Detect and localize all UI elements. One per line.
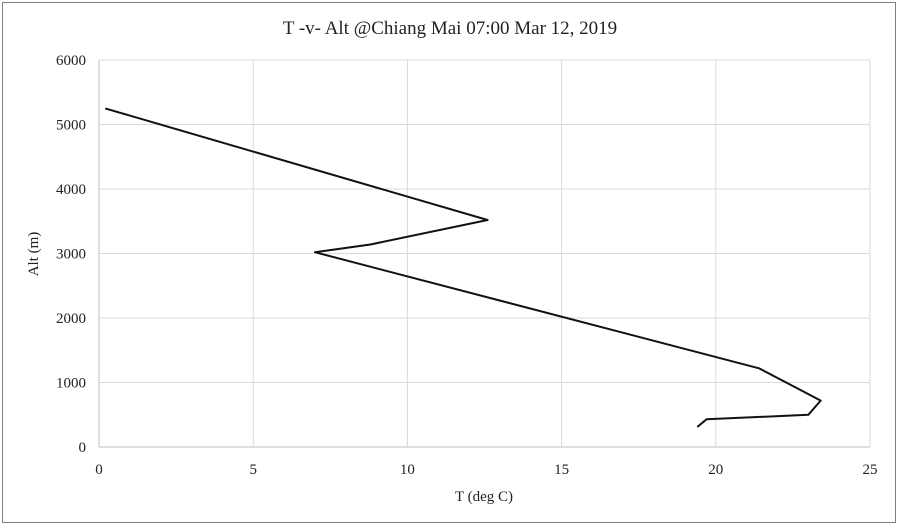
y-tick-label: 4000 <box>56 182 86 198</box>
series-layer <box>104 107 822 428</box>
x-axis-label: T (deg C) <box>455 489 513 505</box>
x-tick-label: 5 <box>249 462 257 478</box>
temperature-profile-line <box>104 107 822 428</box>
y-tick-label: 2000 <box>56 311 86 327</box>
y-axis-label: Alt (m) <box>26 232 42 277</box>
x-tick-label: 10 <box>400 462 415 478</box>
tick-labels: 0 5 10 15 20 25 0 1000 2000 3000 4000 5000 6000 <box>56 53 878 478</box>
axes <box>98 60 870 448</box>
chart-title: T -v- Alt @Chiang Mai 07:00 Mar 12, 2019 <box>283 18 617 39</box>
x-tick-label: 20 <box>708 462 723 478</box>
x-tick-label: 0 <box>95 462 103 478</box>
grid-lines <box>99 59 871 447</box>
y-tick-label: 1000 <box>56 376 86 392</box>
y-tick-label: 0 <box>79 440 87 456</box>
x-tick-label: 25 <box>863 462 878 478</box>
y-tick-label: 6000 <box>56 53 86 69</box>
x-tick-label: 15 <box>554 462 569 478</box>
y-tick-label: 5000 <box>56 118 86 134</box>
y-tick-label: 3000 <box>56 247 86 263</box>
